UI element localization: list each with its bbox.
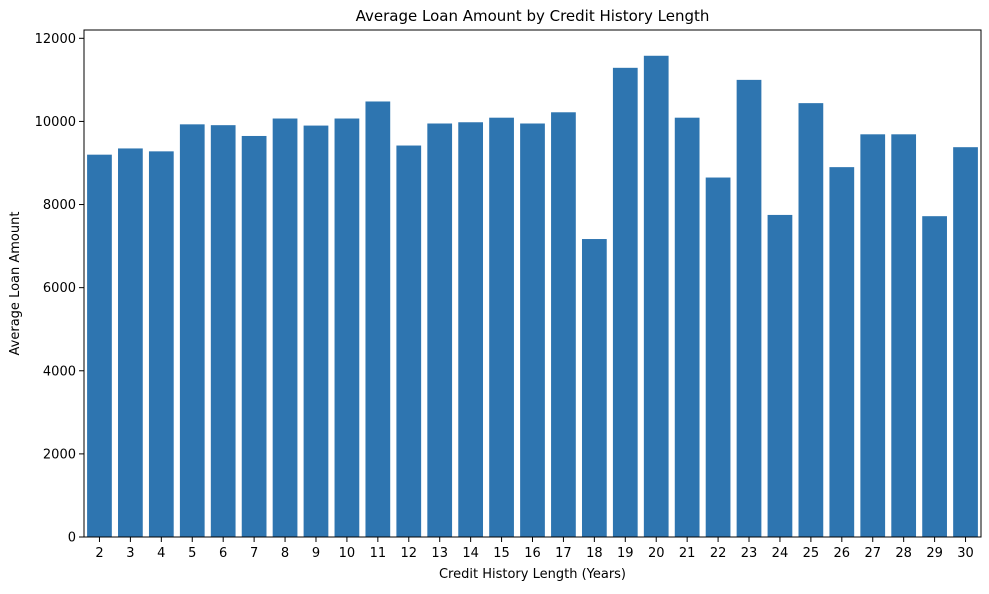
- bar-3: [118, 148, 143, 537]
- y-tick-label: 6000: [43, 281, 76, 296]
- x-tick-label: 19: [617, 546, 634, 561]
- x-tick-label: 14: [462, 546, 479, 561]
- x-tick-label: 13: [431, 546, 448, 561]
- bar-10: [334, 118, 360, 538]
- y-tick-label: 10000: [35, 115, 76, 130]
- y-tick-label: 2000: [43, 447, 76, 462]
- x-tick-label: 2: [95, 546, 103, 561]
- x-tick-label: 28: [895, 546, 912, 561]
- bar-8: [272, 118, 298, 538]
- bar-17: [551, 112, 576, 537]
- x-tick-label: 16: [524, 546, 541, 561]
- bar-14: [458, 122, 484, 537]
- x-tick-label: 8: [281, 546, 289, 561]
- bar-12: [396, 145, 422, 537]
- x-tick-label: 20: [648, 546, 665, 561]
- chart-title: Average Loan Amount by Credit History Le…: [356, 7, 710, 25]
- bar-18: [581, 239, 607, 537]
- bar-23: [736, 79, 762, 538]
- bar-21: [674, 117, 700, 537]
- x-tick-label: 30: [957, 546, 974, 561]
- bar-26: [829, 167, 855, 537]
- x-tick-label: 29: [926, 546, 943, 561]
- bar-9: [303, 125, 329, 537]
- bar-27: [860, 134, 886, 537]
- y-tick-label: 8000: [43, 198, 76, 213]
- x-tick-label: 18: [586, 546, 603, 561]
- bar-13: [427, 123, 453, 537]
- bar-7: [241, 135, 267, 537]
- x-tick-label: 23: [741, 546, 758, 561]
- bars-layer: [87, 55, 978, 538]
- bar-24: [767, 214, 793, 537]
- bar-11: [365, 101, 391, 537]
- y-axis-ticks: 0 2000 4000 6000 8000 10000 12000: [35, 32, 84, 546]
- bar-4: [148, 151, 174, 537]
- x-tick-label: 7: [250, 546, 258, 561]
- bar-5: [179, 124, 205, 537]
- bar-22: [705, 177, 731, 537]
- x-tick-label: 10: [339, 546, 356, 561]
- bar-6: [210, 125, 236, 538]
- x-tick-label: 4: [157, 546, 165, 561]
- bar-20: [643, 55, 669, 538]
- y-axis-label: Average Loan Amount: [8, 212, 23, 356]
- x-tick-label: 27: [864, 546, 881, 561]
- x-tick-label: 21: [679, 546, 696, 561]
- bar-16: [520, 123, 545, 537]
- bar-28: [891, 134, 917, 537]
- x-tick-label: 26: [834, 546, 851, 561]
- x-tick-label: 3: [126, 546, 134, 561]
- x-tick-label: 24: [772, 546, 789, 561]
- x-tick-label: 17: [555, 546, 572, 561]
- bar-30: [953, 147, 978, 537]
- x-tick-label: 12: [401, 546, 418, 561]
- x-tick-label: 15: [493, 546, 510, 561]
- x-tick-label: 25: [803, 546, 820, 561]
- x-tick-label: 22: [710, 546, 727, 561]
- x-tick-label: 5: [188, 546, 196, 561]
- bar-19: [612, 67, 638, 537]
- bar-15: [489, 117, 514, 537]
- y-tick-label: 0: [68, 531, 76, 546]
- bar-25: [798, 103, 824, 537]
- bar-29: [922, 216, 947, 537]
- x-axis-ticks: 2 3 4 5 6 7 8 9 10 11 12 13 14 15 16 17 18 19 20 21 22 23 24 25…: [95, 537, 974, 561]
- y-tick-label: 4000: [43, 364, 76, 379]
- bar-2: [87, 154, 112, 538]
- y-tick-label: 12000: [35, 32, 76, 47]
- x-tick-label: 9: [312, 546, 320, 561]
- x-tick-label: 11: [370, 546, 387, 561]
- x-tick-label: 6: [219, 546, 227, 561]
- x-axis-label: Credit History Length (Years): [439, 567, 626, 582]
